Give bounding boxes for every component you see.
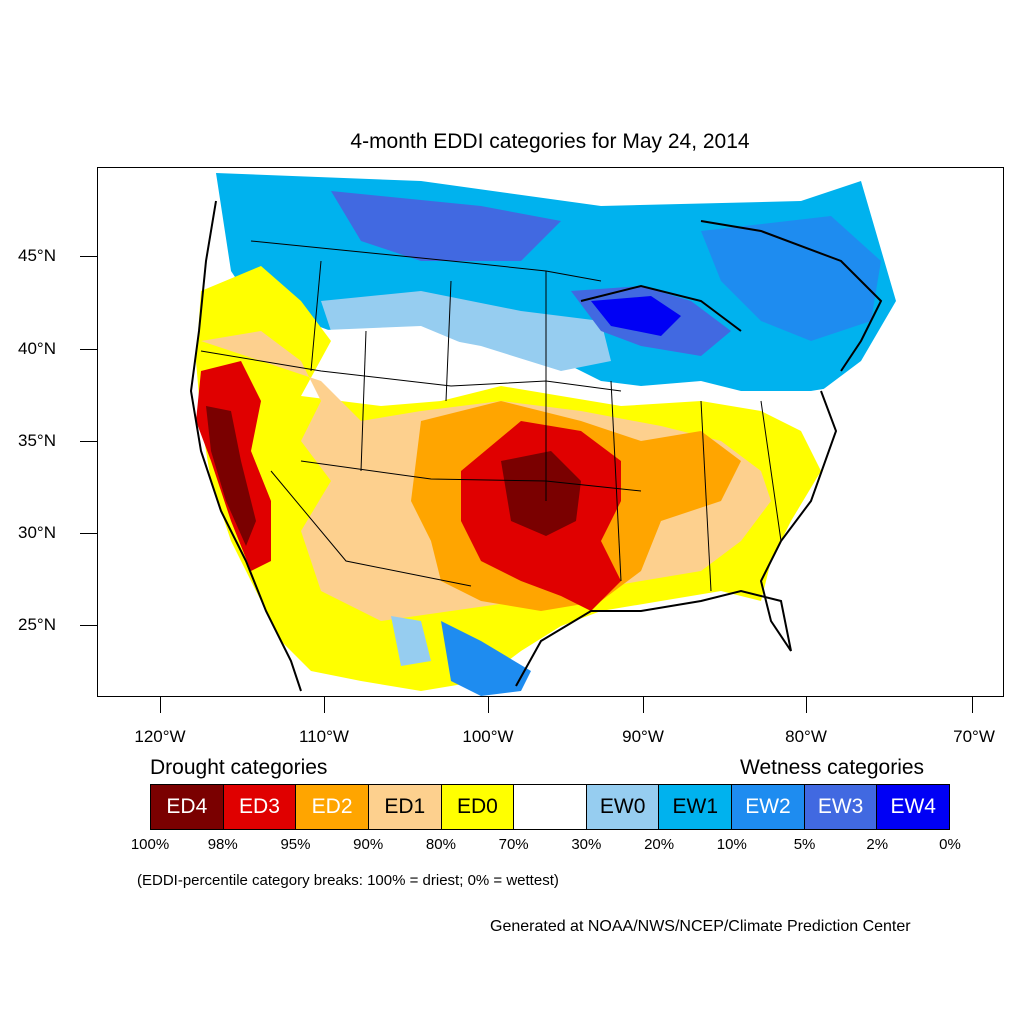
percentile-label: 98% [207,836,238,853]
percentile-label: 80% [425,836,456,853]
percentile-label: 0% [939,836,961,853]
lon-label-120: 120°W [134,727,186,746]
percentile-note: (EDDI-percentile category breaks: 100% =… [137,872,559,889]
lon-tick [160,697,161,713]
lon-tick [643,697,644,713]
drought-ed4-west [206,406,256,546]
lat-label-30: 30°N [18,523,56,542]
percentile-label: 5% [793,836,816,853]
state-boundaries [200,240,782,592]
lon-label-110: 110°W [299,727,349,746]
percentile-label: 20% [644,836,675,853]
lat-label-25: 25°N [18,615,56,634]
lat-tick [80,533,97,534]
legend-cell-ed2: ED2 [296,785,369,829]
wetness-region-canada [331,191,561,261]
percentile-label: 70% [498,836,529,853]
legend-cell-ew0: EW0 [586,785,660,829]
percentile-label: 30% [571,836,602,853]
map-title: 4-month EDDI categories for May 24, 2014 [350,130,750,153]
lon-tick [972,697,973,713]
legend-cell-ew2: EW2 [732,785,805,829]
legend-cell-neutral [514,785,587,829]
lat-label-40: 40°N [18,339,56,358]
legend-cell-ed1: ED1 [368,785,442,829]
lon-tick [488,697,489,713]
credit-line: Generated at NOAA/NWS/NCEP/Climate Predi… [490,918,911,935]
lon-tick [806,697,807,713]
wetness-region-light [321,291,611,371]
lat-tick [80,349,97,350]
wetness-east [701,216,881,341]
eddi-map [189,173,896,696]
wetness-south-texas [441,621,531,696]
percentile-label: 95% [280,836,311,853]
wetness-southwest [391,616,431,666]
neutral-band [301,326,841,431]
percentile-label: 2% [866,836,889,853]
drought-categories-heading: Drought categories [150,756,328,779]
lon-tick [324,697,325,713]
percentile-label: 10% [716,836,747,853]
lat-label-35: 35°N [18,431,56,450]
drought-ed4 [501,451,581,536]
lon-label-100: 100°W [462,727,514,746]
coastlines [189,200,883,692]
percentile-label: 100% [130,836,170,853]
lon-label-70: 70°W [953,727,995,746]
legend-color-bar: ED4 ED3 ED2 ED1 ED0 EW0 EW1 EW2 EW3 EW4 [150,784,950,830]
lat-label-45: 45°N [18,246,56,265]
legend-cell-ew3: EW3 [804,785,878,829]
legend-cell-ed0: ED0 [441,785,515,829]
legend-cell-ed3: ED3 [223,785,297,829]
lon-label-80: 80°W [785,727,827,746]
lat-tick [80,441,97,442]
legend-cell-ed4: ED4 [151,785,224,829]
wetness-categories-heading: Wetness categories [740,756,925,779]
map-panel [97,167,1004,697]
legend-cell-ew1: EW1 [659,785,733,829]
percentile-label: 90% [353,836,384,853]
lat-tick [80,256,97,257]
lat-tick [80,625,97,626]
legend-cell-ew4: EW4 [877,785,950,829]
wetness-lake-core [591,296,681,336]
lon-label-90: 90°W [622,727,664,746]
